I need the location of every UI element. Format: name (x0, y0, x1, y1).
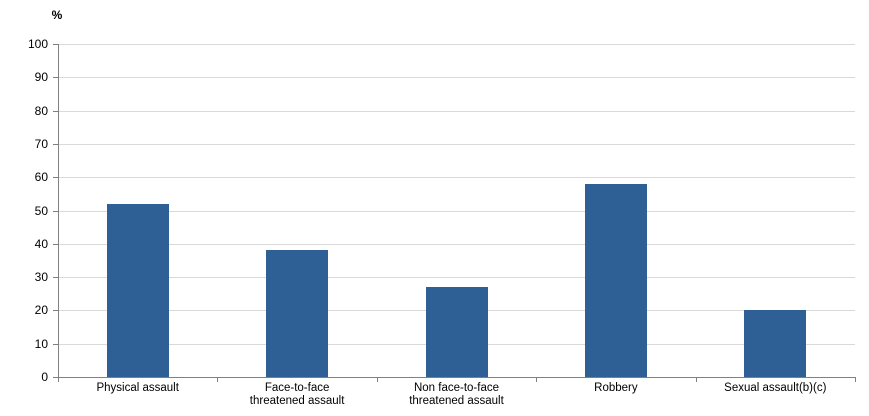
y-axis-tick (53, 44, 58, 45)
x-axis-tick (855, 378, 856, 382)
y-tick-label: 20 (34, 303, 48, 318)
gridline (58, 177, 855, 179)
y-axis-tick (53, 110, 58, 112)
x-category-label-robbery: Robbery (594, 382, 638, 394)
gridline (58, 243, 855, 245)
y-axis-tick (53, 277, 58, 279)
y-axis-tick (53, 210, 58, 212)
y-axis-tick (53, 77, 58, 79)
y-tick-label: 70 (34, 136, 48, 151)
x-axis-tick (58, 378, 59, 382)
y-axis-tick (53, 143, 58, 145)
bar-non-face-to-face-threatened-assault (425, 287, 488, 377)
y-tick-label: 40 (34, 236, 48, 251)
y-axis-tick (53, 310, 58, 312)
x-category-label-sexual-assault-b-c-: Sexual assault(b)(c) (724, 382, 827, 394)
y-tick-label: 60 (34, 170, 48, 185)
y-tick-label: 80 (34, 103, 48, 118)
y-axis-tick (53, 177, 58, 179)
x-category-label-non-face-to-face-threatened-assault: Non face-to-face threatened assault (409, 382, 504, 407)
y-tick-label: 100 (27, 37, 48, 51)
y-axis-title: % (51, 8, 63, 22)
bar-robbery (584, 183, 647, 377)
y-axis-tick (53, 243, 58, 245)
bar-sexual-assault-b-c- (744, 310, 807, 377)
y-tick-label: 50 (34, 203, 48, 218)
x-axis-tick (376, 378, 378, 382)
y-axis-tick (53, 343, 58, 345)
x-category-label-physical-assault: Physical assault (96, 382, 179, 394)
gridline (58, 44, 855, 45)
bar-physical-assault (106, 203, 169, 377)
y-tick-label: 10 (34, 336, 48, 351)
y-tick-label: 0 (41, 370, 48, 384)
bar-face-to-face-threatened-assault (266, 250, 329, 377)
gridline (58, 210, 855, 212)
gridline (58, 77, 855, 79)
y-axis-line (58, 44, 59, 378)
gridline (58, 277, 855, 279)
x-axis-tick (695, 378, 697, 382)
y-tick-label: 30 (34, 270, 48, 285)
gridline (58, 110, 855, 112)
x-axis-line (58, 377, 856, 378)
x-category-label-face-to-face-threatened-assault: Face-to-face threatened assault (249, 382, 345, 407)
x-axis-tick (536, 378, 538, 382)
y-tick-label: 90 (34, 70, 48, 85)
y-axis-tick (53, 377, 58, 378)
gridline (58, 143, 855, 145)
x-axis-tick (217, 378, 219, 382)
